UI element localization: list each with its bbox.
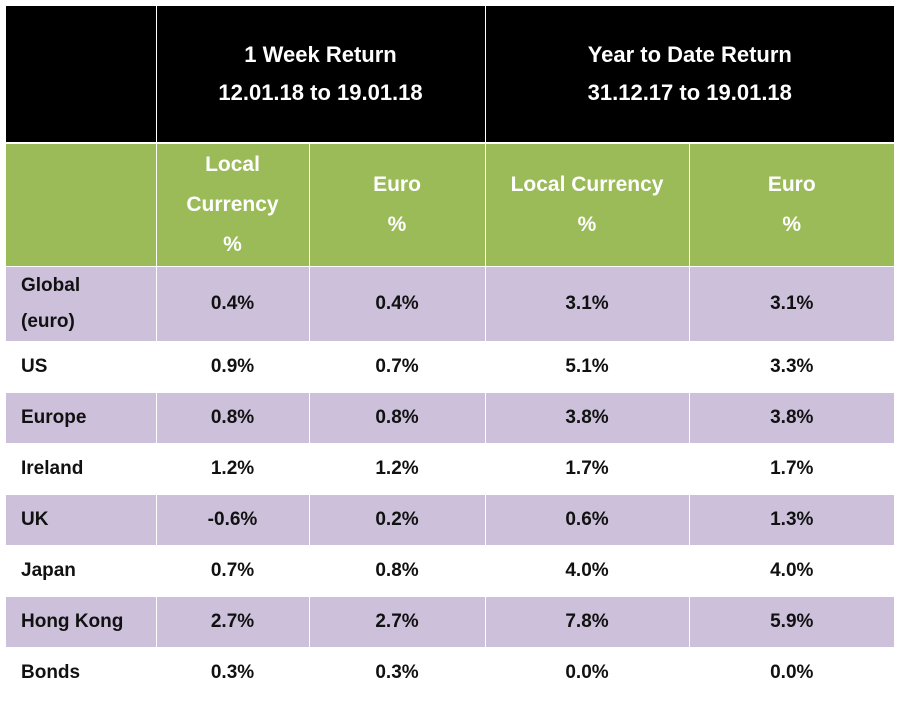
value-cell: 0.0% bbox=[688, 647, 895, 698]
value-cell: 4.0% bbox=[688, 545, 895, 597]
row-label: Hong Kong bbox=[6, 596, 156, 648]
value-cell: 0.4% bbox=[308, 266, 486, 342]
value-cell: 1.3% bbox=[688, 494, 895, 546]
table-row: Ireland 1.2% 1.2% 1.7% 1.7% bbox=[6, 443, 895, 495]
row-label: Global (euro) bbox=[6, 266, 156, 342]
week-return-title: 1 Week Return bbox=[244, 42, 397, 67]
week-euro-header: Euro % bbox=[308, 143, 486, 267]
value-cell: 3.3% bbox=[688, 341, 895, 393]
row-label-line: Bonds bbox=[21, 662, 81, 683]
value-cell: 0.7% bbox=[155, 545, 309, 597]
week-local-line-3: % bbox=[223, 233, 242, 256]
week-return-header: 1 Week Return 12.01.18 to 19.01.18 bbox=[155, 6, 486, 143]
value-cell: 0.3% bbox=[155, 647, 309, 698]
value-cell: 3.1% bbox=[688, 266, 895, 342]
value-cell: 2.7% bbox=[308, 596, 486, 648]
value-cell: 4.0% bbox=[484, 545, 690, 597]
value-cell: 7.8% bbox=[484, 596, 690, 648]
row-label-line: Europe bbox=[21, 407, 87, 428]
row-label-line: Global bbox=[21, 275, 81, 296]
ytd-return-header: Year to Date Return 31.12.17 to 19.01.18 bbox=[484, 6, 895, 143]
ytd-local-line-2: % bbox=[577, 213, 597, 236]
ytd-local-line-1: Local Currency bbox=[510, 173, 664, 196]
row-label: Japan bbox=[6, 546, 156, 597]
table-row: Global (euro) 0.4% 0.4% 3.1% 3.1% bbox=[6, 266, 895, 342]
ytd-local-header: Local Currency % bbox=[484, 143, 690, 267]
row-label-line: Japan bbox=[21, 560, 76, 581]
value-cell: 2.7% bbox=[155, 596, 309, 648]
value-cell: 1.7% bbox=[484, 443, 690, 495]
row-label-line: US bbox=[21, 356, 48, 377]
row-label: US bbox=[6, 342, 156, 393]
corner-cell-green bbox=[6, 143, 156, 267]
value-cell: 5.1% bbox=[484, 341, 690, 393]
currency-header-row: Local Currency % Euro % Local Currency %… bbox=[6, 143, 895, 267]
week-local-line-1: Local bbox=[205, 153, 260, 176]
ytd-return-title: Year to Date Return bbox=[587, 42, 792, 67]
value-cell: 0.2% bbox=[308, 494, 486, 546]
value-cell: 1.2% bbox=[155, 443, 309, 495]
value-cell: 0.4% bbox=[155, 266, 309, 342]
week-return-dates: 12.01.18 to 19.01.18 bbox=[218, 80, 423, 105]
value-cell: 1.7% bbox=[688, 443, 895, 495]
table-row: US 0.9% 0.7% 5.1% 3.3% bbox=[6, 341, 895, 393]
value-cell: 0.6% bbox=[484, 494, 690, 546]
value-cell: 1.2% bbox=[308, 443, 486, 495]
row-label-line: (euro) bbox=[21, 311, 75, 332]
corner-cell bbox=[6, 6, 156, 143]
value-cell: 5.9% bbox=[688, 596, 895, 648]
ytd-euro-line-1: Euro bbox=[767, 173, 816, 196]
row-label: Ireland bbox=[6, 444, 156, 495]
table-row: UK -0.6% 0.2% 0.6% 1.3% bbox=[6, 494, 895, 546]
ytd-euro-header: Euro % bbox=[688, 143, 895, 267]
returns-table: 1 Week Return 12.01.18 to 19.01.18 Year … bbox=[6, 6, 895, 699]
row-label-line: UK bbox=[21, 509, 49, 530]
value-cell: 0.8% bbox=[308, 545, 486, 597]
ytd-return-dates: 31.12.17 to 19.01.18 bbox=[587, 80, 792, 105]
row-label-line: Hong Kong bbox=[21, 611, 124, 632]
table-row: Hong Kong 2.7% 2.7% 7.8% 5.9% bbox=[6, 596, 895, 648]
value-cell: 0.9% bbox=[155, 341, 309, 393]
row-label: Bonds bbox=[6, 648, 156, 699]
value-cell: 0.8% bbox=[155, 392, 309, 444]
value-cell: 3.8% bbox=[688, 392, 895, 444]
value-cell: 0.0% bbox=[484, 647, 690, 698]
row-label: Europe bbox=[6, 392, 156, 444]
value-cell: 3.8% bbox=[484, 392, 690, 444]
table-row: Japan 0.7% 0.8% 4.0% 4.0% bbox=[6, 545, 895, 597]
week-euro-line-1: Euro bbox=[373, 173, 421, 196]
table-row: Europe 0.8% 0.8% 3.8% 3.8% bbox=[6, 392, 895, 444]
ytd-euro-line-2: % bbox=[782, 213, 802, 236]
row-label: UK bbox=[6, 494, 156, 546]
week-local-header: Local Currency % bbox=[155, 143, 309, 267]
value-cell: -0.6% bbox=[155, 494, 309, 546]
table-body: Global (euro) 0.4% 0.4% 3.1% 3.1% US 0.9% 0.7% 5.… bbox=[6, 266, 895, 699]
week-euro-line-2: % bbox=[387, 213, 407, 236]
row-label-line: Ireland bbox=[21, 458, 84, 479]
value-cell: 0.7% bbox=[308, 341, 486, 393]
value-cell: 0.8% bbox=[308, 392, 486, 444]
week-local-line-2: Currency bbox=[186, 193, 279, 216]
value-cell: 0.3% bbox=[308, 647, 486, 698]
value-cell: 3.1% bbox=[484, 266, 690, 342]
period-header-row: 1 Week Return 12.01.18 to 19.01.18 Year … bbox=[6, 6, 895, 143]
table-row: Bonds 0.3% 0.3% 0.0% 0.0% bbox=[6, 647, 895, 699]
